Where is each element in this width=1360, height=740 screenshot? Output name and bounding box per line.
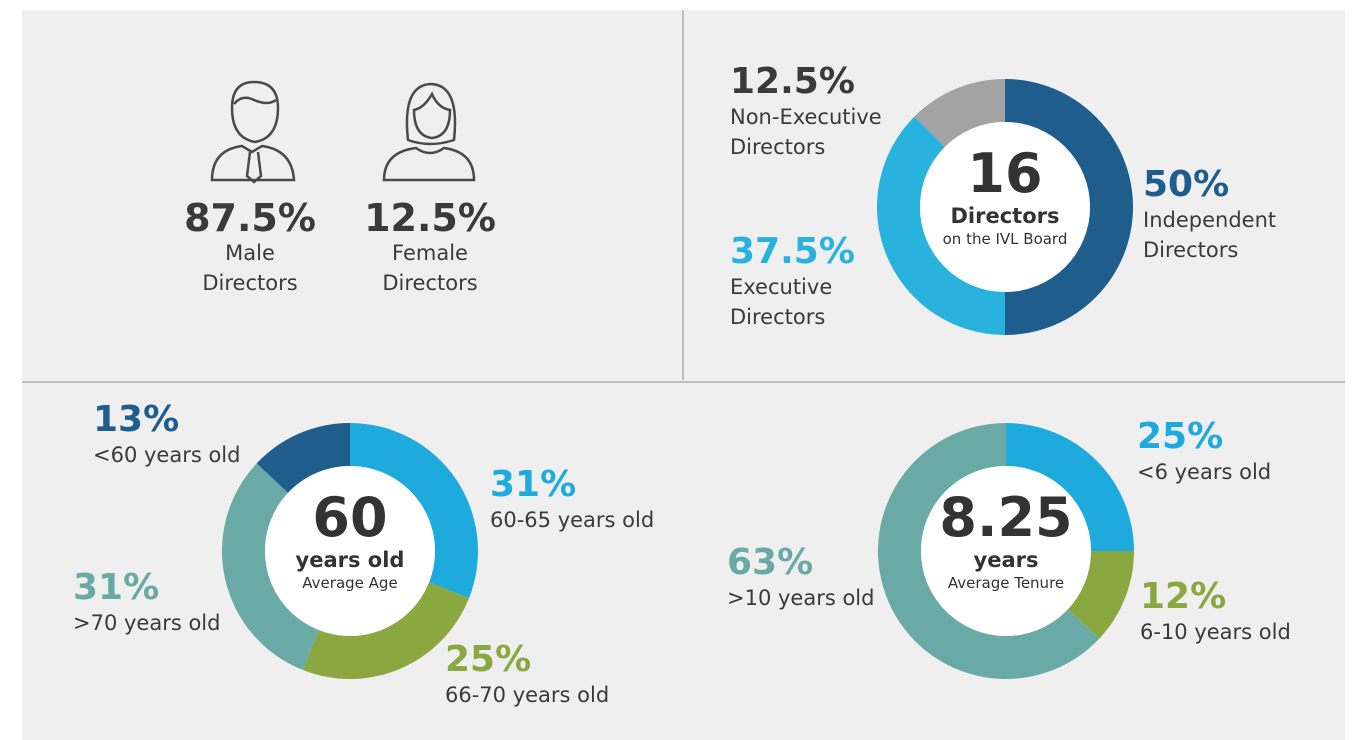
- center-subtitle: on the IVL Board: [942, 230, 1068, 248]
- stat-value: 12.5%: [364, 196, 496, 240]
- donut-segment: [256, 423, 350, 493]
- segment-label: 13% <60 years old: [93, 400, 293, 470]
- center-title: Directors: [950, 204, 1060, 228]
- value-label: 31%: [73, 567, 160, 608]
- segment-label: 12% 6-10 years old: [1140, 577, 1340, 647]
- donut-center: 60 years old Average Age: [260, 489, 440, 593]
- donut-segment: [1067, 551, 1134, 639]
- segment-label: 31% 60-65 years old: [490, 465, 710, 535]
- center-title: years: [973, 548, 1039, 572]
- donut-hole: [921, 466, 1091, 636]
- center-value: 8.25: [939, 486, 1073, 549]
- donut-segment: [221, 463, 319, 671]
- stat-label: Male Directors: [202, 241, 298, 295]
- segment-label: 63% >10 years old: [727, 543, 927, 613]
- value-label: 13%: [93, 399, 180, 440]
- value-label: 37.5%: [730, 231, 855, 272]
- category-label: Independent Directors: [1143, 208, 1277, 262]
- segment-label: 31% >70 years old: [73, 568, 273, 638]
- category-label: 60-65 years old: [490, 508, 655, 532]
- center-title: years old: [295, 548, 405, 572]
- donut-segment: [1005, 79, 1133, 335]
- category-label: >70 years old: [73, 611, 221, 635]
- center-value: 16: [967, 142, 1043, 205]
- value-label: 25%: [1137, 416, 1224, 457]
- segment-label: 25% 66-70 years old: [445, 640, 665, 710]
- donut-segment: [302, 582, 470, 680]
- donut-hole: [920, 122, 1090, 292]
- female-icon: [382, 82, 476, 182]
- donut-segment: [914, 79, 1005, 147]
- value-label: 50%: [1143, 164, 1230, 205]
- male-icon: [210, 80, 296, 184]
- gender-stat: 87.5% Male Directors: [165, 198, 335, 298]
- donut-hole: [265, 466, 435, 636]
- category-label: Executive Directors: [730, 275, 833, 329]
- donut-segment: [878, 423, 1100, 679]
- stat-value: 87.5%: [184, 196, 316, 240]
- category-label: >10 years old: [727, 586, 875, 610]
- value-label: 63%: [727, 542, 814, 583]
- category-label: Non-Executive Directors: [730, 105, 882, 159]
- donut-segment: [1006, 423, 1134, 551]
- center-subtitle: Average Age: [302, 574, 398, 592]
- category-label: <6 years old: [1137, 460, 1272, 484]
- stat-label: Female Directors: [382, 241, 478, 295]
- gender-stat: 12.5% Female Directors: [345, 198, 515, 298]
- category-label: 66-70 years old: [445, 683, 610, 707]
- value-label: 12%: [1140, 576, 1227, 617]
- value-label: 12.5%: [730, 61, 855, 102]
- category-label: 6-10 years old: [1140, 620, 1291, 644]
- value-label: 31%: [490, 464, 577, 505]
- donut-center: 8.25 years Average Tenure: [916, 489, 1096, 593]
- segment-label: 25% <6 years old: [1137, 417, 1337, 487]
- donut-segment: [350, 423, 478, 599]
- center-value: 60: [312, 486, 388, 549]
- donut-center: 16 Directors on the IVL Board: [915, 145, 1095, 249]
- category-label: <60 years old: [93, 443, 241, 467]
- segment-label: 50% Independent Directors: [1143, 165, 1303, 265]
- value-label: 25%: [445, 639, 532, 680]
- segment-label: 12.5% Non-Executive Directors: [730, 62, 905, 162]
- center-subtitle: Average Tenure: [947, 574, 1065, 592]
- donut-segment: [877, 116, 1005, 336]
- segment-label: 37.5% Executive Directors: [730, 232, 860, 332]
